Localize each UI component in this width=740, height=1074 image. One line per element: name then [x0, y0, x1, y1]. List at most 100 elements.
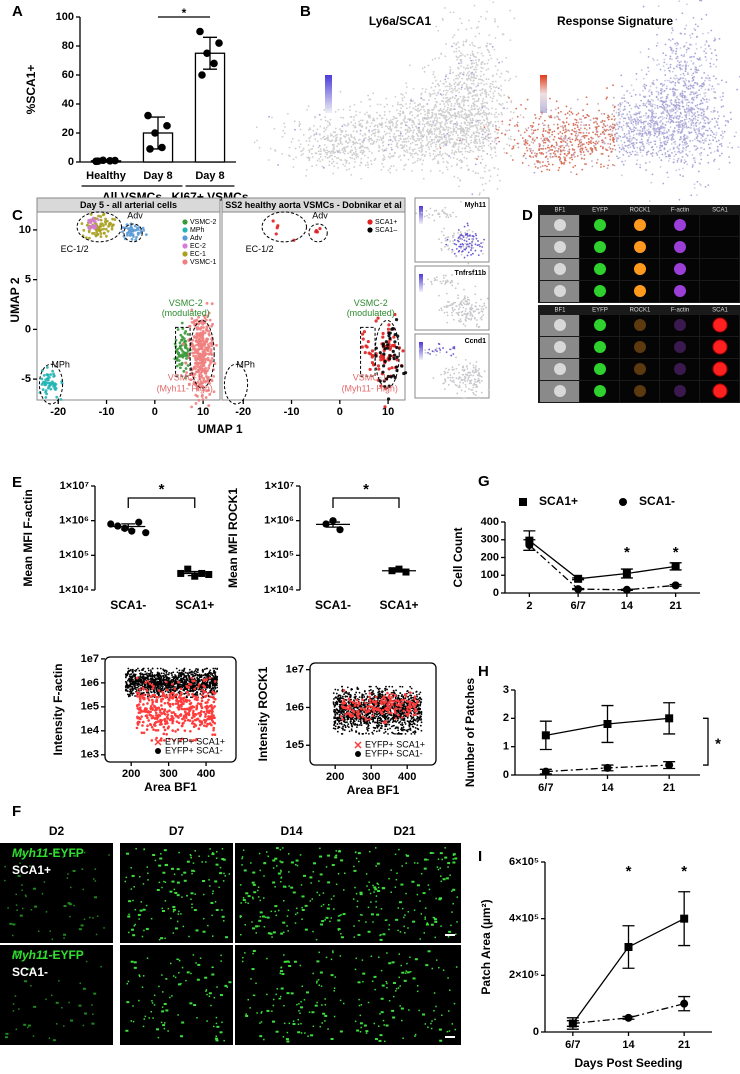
cell-dot: [169, 719, 172, 722]
cell-dot: [410, 715, 412, 717]
cell-dot: [471, 304, 473, 306]
cell-dot: [402, 724, 404, 726]
cell-dot: [211, 323, 214, 326]
cell-dot: [166, 676, 168, 678]
cell-dot: [338, 711, 340, 713]
cell-dot: [368, 690, 370, 692]
cell-dot: [184, 675, 186, 677]
cell-dot: [466, 246, 468, 248]
cell-dot: [166, 720, 169, 723]
cell-dot: [135, 688, 137, 690]
cell-dot: [405, 733, 407, 735]
cell-dot: [146, 674, 148, 676]
cell-dot: [213, 701, 216, 704]
cell-dot: [356, 719, 358, 721]
cell-dot: [174, 676, 176, 678]
cell-dot: [464, 257, 466, 259]
cell-dot: [195, 708, 198, 711]
cell-dot: [460, 238, 462, 240]
cell-dot: [158, 687, 160, 689]
cell-dot: [383, 721, 386, 724]
cell-dot: [472, 387, 474, 389]
cell-dot: [88, 225, 91, 228]
y-tick-label: 200: [481, 551, 499, 563]
cell-dot: [105, 228, 108, 231]
cell-dot: [447, 249, 449, 251]
cell-dot: [127, 694, 129, 696]
cell-dot: [385, 694, 387, 696]
legend-marker: [355, 742, 361, 748]
y-axis-label: Mean MFI ROCK1: [226, 488, 240, 588]
cell-dot: [166, 688, 169, 691]
cell-dot: [483, 239, 485, 241]
cell-dot: [127, 668, 129, 670]
cell-dot: [194, 362, 197, 365]
cell-dot: [190, 706, 193, 709]
cell-dot: [173, 687, 176, 690]
cell-dot: [403, 714, 405, 716]
cell-dot: [148, 670, 150, 672]
legend-label: SCA1+: [375, 219, 397, 226]
cell-dot: [468, 388, 470, 390]
cell-dot: [368, 733, 370, 735]
cell-dot: [383, 732, 385, 734]
cell-dot: [141, 724, 144, 727]
cell-dot: [185, 367, 188, 370]
cell-dot: [215, 678, 217, 680]
cell-dot: [463, 323, 465, 325]
cell-dot: [172, 692, 175, 695]
cell-dot: [371, 361, 374, 364]
cell-dot: [147, 693, 150, 696]
cell-dot: [378, 725, 380, 727]
cell-dot: [403, 698, 406, 701]
cell-dot: [149, 686, 151, 688]
cell-dot: [387, 708, 390, 711]
cell-dot: [160, 704, 163, 707]
cell-dot: [180, 675, 182, 677]
cell-dot: [398, 722, 400, 724]
cell-dot: [407, 721, 409, 723]
cell-dot: [458, 238, 460, 240]
cell-dot: [356, 699, 359, 702]
cell-dot: [210, 705, 213, 708]
cell-dot: [189, 325, 192, 328]
cell-dot: [361, 333, 364, 336]
cell-dot: [209, 359, 212, 362]
cell-dot: [380, 711, 383, 714]
cell-dot: [445, 372, 447, 374]
cell-dot: [349, 708, 352, 711]
cell-dot: [384, 715, 386, 717]
cell-dot: [145, 686, 147, 688]
cell-dot: [388, 332, 391, 335]
cell-dot: [401, 694, 403, 696]
cell-dot: [183, 693, 185, 695]
cell-dot: [396, 704, 399, 707]
cell-dot: [194, 675, 196, 677]
cell-dot: [201, 353, 204, 356]
cell-dot: [416, 694, 418, 696]
cell-dot: [466, 234, 468, 236]
cell-dot: [188, 699, 191, 702]
cell-dot: [151, 717, 154, 720]
cell-dot: [464, 369, 466, 371]
cell-dot: [402, 710, 405, 713]
cell-dot: [449, 348, 451, 350]
cell-dot: [343, 689, 346, 692]
cell-dot: [475, 365, 477, 367]
data-point: [604, 720, 612, 728]
cell-dot: [205, 326, 208, 329]
cell-dot: [444, 283, 446, 285]
cell-dot: [148, 699, 151, 702]
cell-dot: [439, 216, 441, 218]
cell-dot: [150, 714, 153, 717]
cell-dot: [151, 691, 153, 693]
cell-dot: [136, 677, 139, 680]
cell-dot: [369, 692, 372, 695]
cell-dot: [136, 684, 138, 686]
cell-dot: [333, 716, 335, 718]
cell-dot: [398, 732, 400, 734]
cell-dot: [475, 285, 477, 287]
cell-dot: [150, 671, 152, 673]
cell-dot: [351, 726, 353, 728]
cell-dot: [364, 702, 367, 705]
